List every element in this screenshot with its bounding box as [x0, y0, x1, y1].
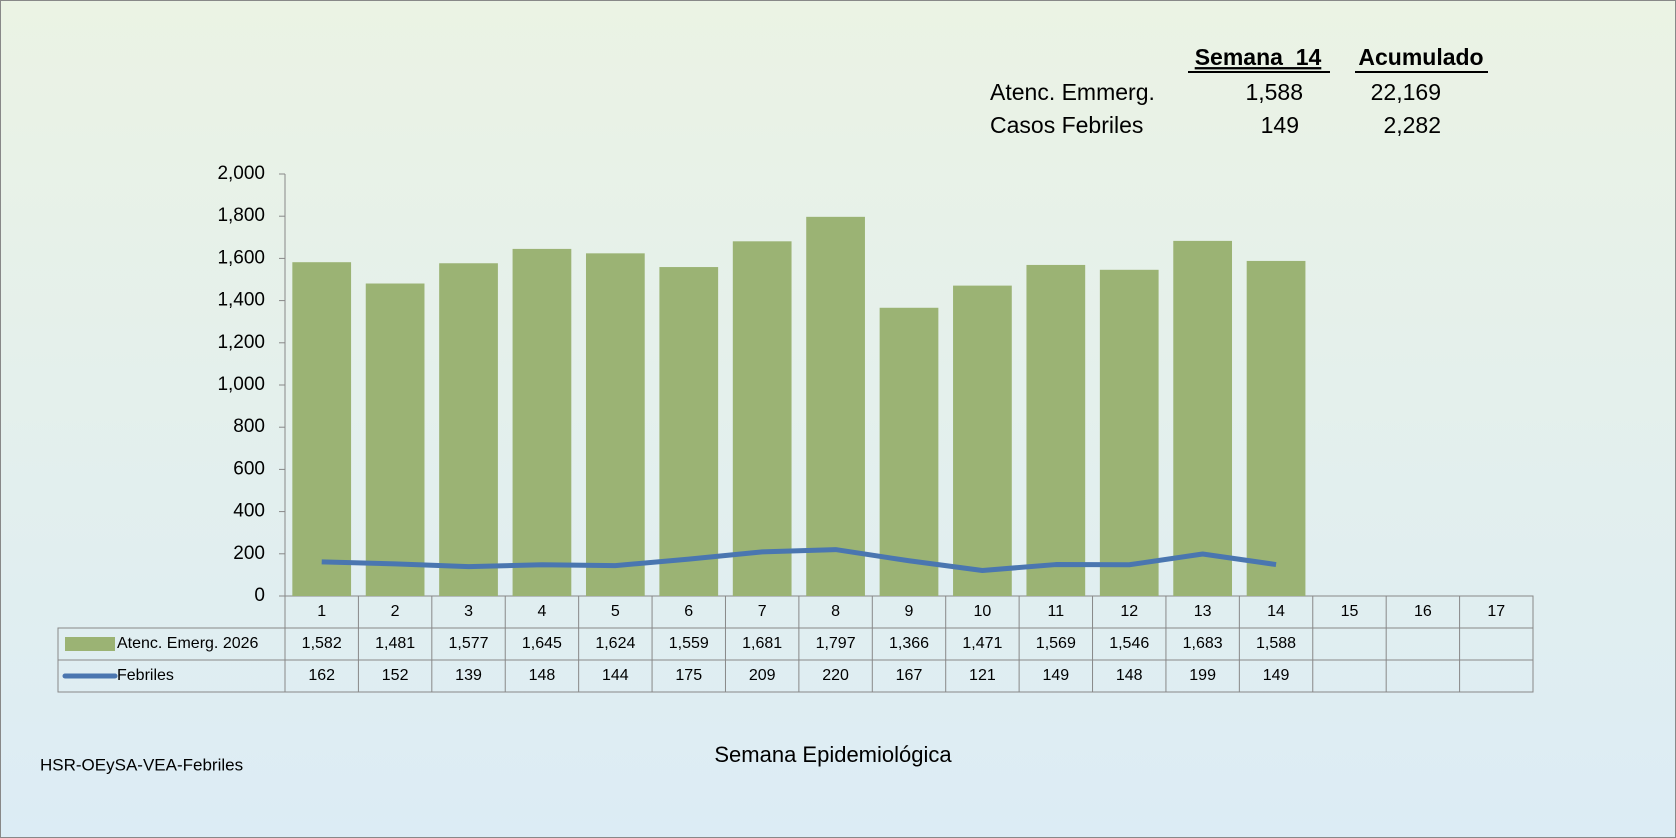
bar: [1099, 269, 1159, 596]
x-tick-label: 11: [1048, 603, 1065, 620]
x-tick-label: 2: [391, 603, 400, 620]
x-tick-label: 12: [1120, 603, 1138, 620]
y-tick-label: 2,000: [217, 163, 265, 184]
x-tick-label: 7: [758, 603, 767, 620]
data-label: 167: [896, 667, 923, 684]
data-label: 1,569: [1036, 635, 1076, 652]
summary-value: 22,169: [1371, 79, 1441, 105]
data-label: 1,471: [962, 635, 1002, 652]
bar: [439, 263, 498, 596]
summary-value: 2,282: [1383, 112, 1441, 138]
x-tick-label: 4: [537, 603, 546, 620]
bar: [1246, 260, 1306, 596]
data-label: 1,559: [669, 635, 709, 652]
y-tick-label: 800: [233, 416, 265, 437]
bar: [365, 283, 425, 596]
data-label: 220: [822, 667, 849, 684]
summary-value: 149: [1261, 112, 1299, 138]
summary-header: Semana 14: [1195, 44, 1322, 70]
data-label: 148: [529, 667, 556, 684]
x-tick-label: 3: [464, 603, 473, 620]
legend-label: Atenc. Emerg. 2026: [117, 635, 259, 652]
summary-label: Atenc. Emmerg.: [990, 79, 1155, 105]
data-label: 148: [1116, 667, 1143, 684]
legend-label: Febriles: [117, 667, 174, 684]
data-label: 162: [308, 667, 335, 684]
x-tick-label: 10: [974, 603, 992, 620]
x-tick-label: 17: [1487, 603, 1505, 620]
x-tick-label: 13: [1194, 603, 1212, 620]
summary-label: Casos Febriles: [990, 112, 1143, 138]
summary-value: 1,588: [1245, 79, 1303, 105]
bar: [806, 216, 865, 596]
x-tick-label: 9: [905, 603, 914, 620]
x-tick-label: 6: [684, 603, 693, 620]
y-tick-label: 1,400: [217, 290, 265, 311]
y-tick-label: 1,200: [217, 332, 265, 353]
data-label: 1,577: [449, 635, 489, 652]
y-tick-label: 1,800: [217, 205, 265, 226]
x-tick-label: 16: [1414, 603, 1432, 620]
data-label: 149: [1263, 667, 1290, 684]
x-tick-label: 15: [1341, 603, 1359, 620]
footer: HSR-OEySA-VEA-Febriles: [40, 755, 243, 774]
bar: [953, 285, 1012, 596]
x-tick-label: 8: [831, 603, 840, 620]
y-tick-label: 1,600: [217, 247, 265, 268]
x-tick-label: 5: [611, 603, 620, 620]
y-tick-label: 200: [233, 543, 265, 564]
data-label: 1,624: [595, 635, 635, 652]
y-tick-label: 0: [254, 585, 265, 606]
data-label: 209: [749, 667, 776, 684]
data-label: 149: [1042, 667, 1069, 684]
bar: [512, 248, 572, 596]
data-label: 175: [675, 667, 702, 684]
bar: [1026, 264, 1086, 596]
y-tick-label: 600: [233, 458, 265, 479]
data-label: 1,546: [1109, 635, 1149, 652]
summary-header: Acumulado: [1358, 44, 1483, 70]
y-tick-label: 400: [233, 501, 265, 522]
data-label: 152: [382, 667, 409, 684]
legend-swatch: [65, 637, 115, 651]
data-label: 1,588: [1256, 635, 1296, 652]
x-axis-title: Semana Epidemiológica: [714, 742, 952, 767]
bar: [1173, 240, 1233, 596]
bar: [732, 241, 792, 596]
data-label: 121: [969, 667, 996, 684]
bar: [585, 253, 645, 596]
data-label: 1,681: [742, 635, 782, 652]
bar: [879, 307, 939, 596]
data-label: 1,645: [522, 635, 562, 652]
data-label: 1,366: [889, 635, 929, 652]
y-tick-label: 1,000: [217, 374, 265, 395]
line: [321, 547, 1277, 573]
data-label: 1,481: [375, 635, 415, 652]
data-label: 1,797: [816, 635, 856, 652]
data-label: 139: [455, 667, 482, 684]
data-label: 144: [602, 667, 629, 684]
bar: [659, 267, 719, 596]
x-tick-label: 14: [1267, 603, 1285, 620]
data-label: 1,683: [1183, 635, 1223, 652]
data-label: 1,582: [302, 635, 342, 652]
data-label: 199: [1189, 667, 1216, 684]
bar: [292, 262, 352, 596]
x-tick-label: 1: [317, 603, 326, 620]
